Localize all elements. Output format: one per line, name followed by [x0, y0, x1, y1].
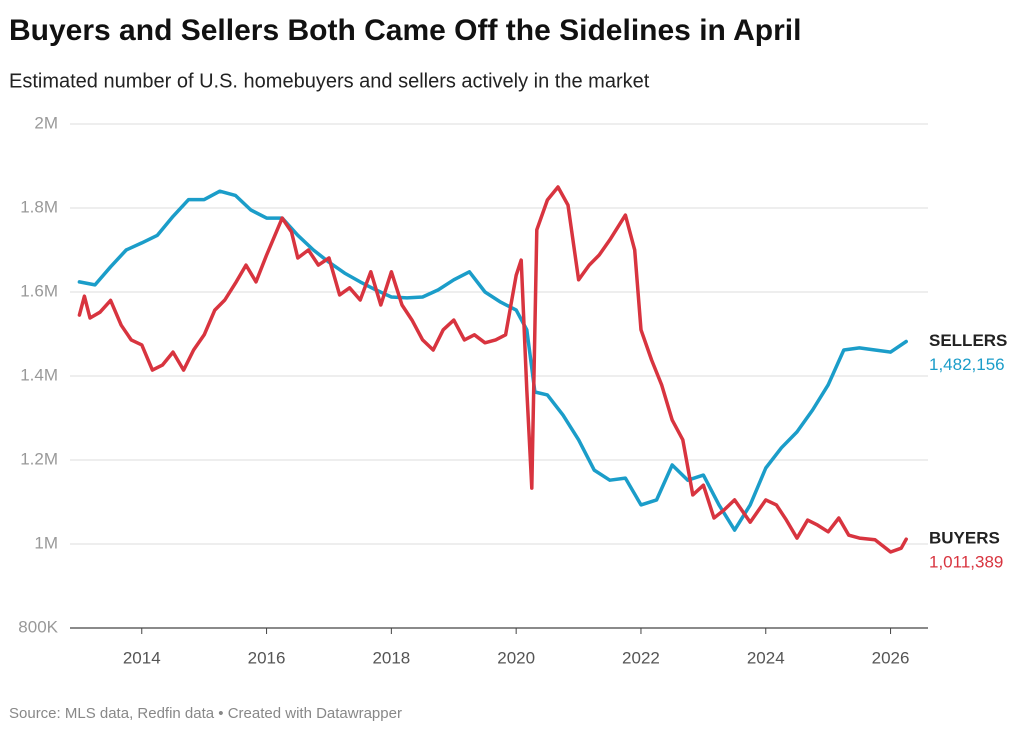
x-tick-label: 2024 [747, 648, 785, 667]
y-tick-label: 800K [18, 617, 58, 636]
x-tick-label: 2020 [497, 648, 535, 667]
y-tick-label: 1.2M [20, 449, 58, 468]
x-tick-label: 2014 [123, 648, 161, 667]
chart-title: Buyers and Sellers Both Came Off the Sid… [9, 14, 801, 47]
x-tick-label: 2026 [872, 648, 910, 667]
x-tick-label: 2016 [248, 648, 286, 667]
series-value-label: 1,011,389 [929, 553, 1003, 572]
series-label: BUYERS [929, 529, 1000, 548]
series-label: SELLERS [929, 331, 1007, 350]
chart-subtitle: Estimated number of U.S. homebuyers and … [9, 70, 650, 92]
x-tick-label: 2018 [372, 648, 410, 667]
y-tick-label: 1.8M [20, 197, 58, 216]
y-tick-label: 1.4M [20, 365, 58, 384]
series-line [77, 185, 908, 554]
series-value-label: 1,482,156 [929, 355, 1005, 374]
y-tick-label: 2M [34, 113, 58, 132]
y-tick-label: 1M [34, 533, 58, 552]
series-line [77, 189, 908, 532]
y-tick-label: 1.6M [20, 281, 58, 300]
source-note: Source: MLS data, Redfin data • Created … [9, 705, 402, 722]
x-tick-label: 2022 [622, 648, 660, 667]
